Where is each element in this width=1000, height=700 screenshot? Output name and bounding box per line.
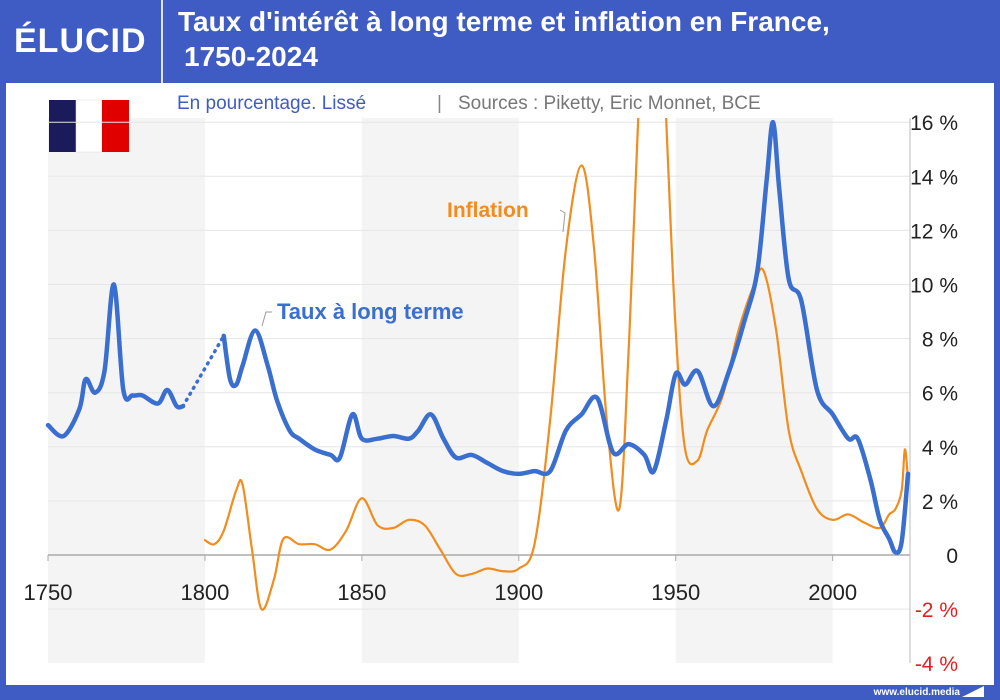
y-tick-label: 0: [946, 545, 958, 568]
inflation-annotation: Inflation: [447, 199, 566, 233]
sources: Sources : Piketty, Eric Monnet, BCE: [458, 93, 761, 114]
y-tick-label: 14 %: [910, 166, 958, 189]
footer-url[interactable]: www.elucid.media: [873, 687, 960, 698]
y-tick-label: 12 %: [910, 220, 958, 243]
title-line-2: 1750-2024: [184, 41, 318, 72]
x-tick-label: 1950: [651, 580, 700, 605]
x-tick-label: 1900: [494, 580, 543, 605]
subtitle-separator: |: [437, 93, 442, 114]
y-tick-label: 10 %: [910, 275, 958, 298]
taux-annotation: Taux à long terme: [261, 299, 464, 327]
y-tick-label: -4 %: [915, 653, 958, 676]
inflation-leader: [559, 209, 566, 233]
taux-long-terme-line: [45, 282, 186, 439]
flag-france-icon: [49, 99, 129, 153]
taux-long-terme-line-dotted: [181, 334, 226, 408]
y-tick-label: 4 %: [922, 437, 958, 460]
subtitle: En pourcentage. Lissé: [177, 93, 366, 114]
taux-long-terme-line: [221, 119, 911, 555]
elucid-mark-icon: [962, 686, 984, 697]
taux-label: Taux à long terme: [277, 299, 464, 324]
background-band: [675, 118, 833, 663]
title-line-1: Taux d'intérêt à long terme et inflation…: [178, 6, 830, 37]
x-tick-label: 2000: [808, 580, 857, 605]
y-tick-label: 8 %: [922, 329, 958, 352]
taux-leader: [261, 311, 272, 327]
background-band: [361, 118, 519, 663]
header-divider: [161, 0, 163, 83]
y-tick-label: 2 %: [922, 491, 958, 514]
background-band: [48, 118, 205, 663]
header: ÉLUCID Taux d'intérêt à long terme et in…: [0, 0, 1000, 83]
chart-title: Taux d'intérêt à long terme et inflation…: [178, 4, 988, 74]
x-tick-label: 1800: [180, 580, 229, 605]
x-tick-label: 1750: [24, 580, 73, 605]
inflation-label: Inflation: [447, 199, 529, 222]
y-tick-label: 6 %: [922, 383, 958, 406]
y-tick-label: 16 %: [910, 112, 958, 135]
y-tick-label: -2 %: [915, 599, 958, 622]
x-tick-label: 1850: [337, 580, 386, 605]
elucid-logo: ÉLUCID: [14, 22, 147, 60]
